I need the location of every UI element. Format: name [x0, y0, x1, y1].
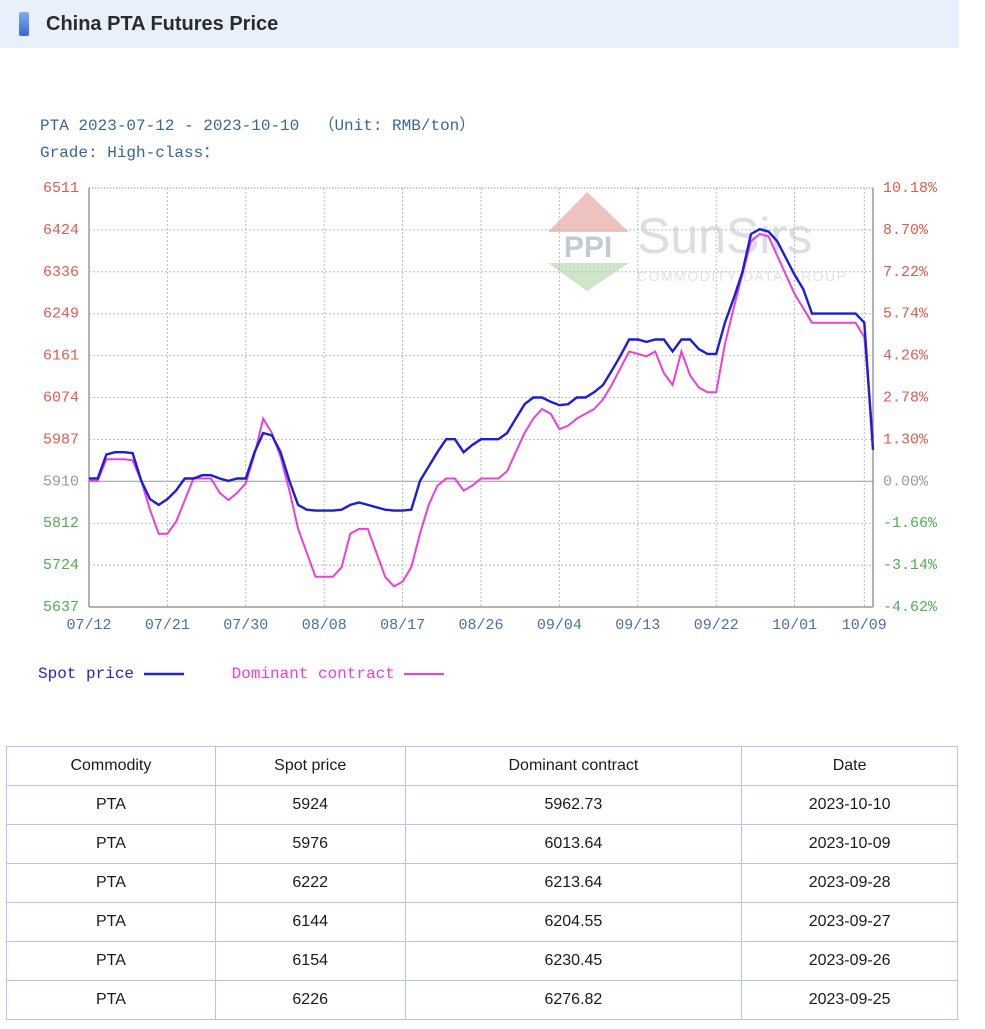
- svg-text:-3.14%: -3.14%: [883, 557, 938, 574]
- svg-text:1.30%: 1.30%: [883, 431, 929, 448]
- svg-text:5.74%: 5.74%: [883, 306, 929, 323]
- svg-text:10.18%: 10.18%: [883, 180, 938, 197]
- svg-text:6336: 6336: [43, 264, 79, 281]
- svg-text:5637: 5637: [43, 599, 79, 616]
- svg-text:07/21: 07/21: [145, 617, 190, 634]
- svg-text:6249: 6249: [43, 306, 79, 323]
- svg-text:09/13: 09/13: [615, 617, 660, 634]
- svg-text:09/04: 09/04: [537, 617, 582, 634]
- svg-text:10/01: 10/01: [772, 617, 817, 634]
- svg-text:08/08: 08/08: [302, 617, 347, 634]
- svg-text:-1.66%: -1.66%: [883, 515, 938, 532]
- svg-text:07/30: 07/30: [223, 617, 268, 634]
- svg-text:7.22%: 7.22%: [883, 264, 929, 281]
- svg-text:4.26%: 4.26%: [883, 348, 929, 365]
- svg-text:0.00%: 0.00%: [883, 473, 929, 490]
- svg-text:09/22: 09/22: [694, 617, 739, 634]
- svg-text:6424: 6424: [43, 222, 79, 239]
- svg-text:07/12: 07/12: [66, 617, 111, 634]
- svg-text:5910: 5910: [43, 473, 79, 490]
- svg-text:PPI: PPI: [564, 231, 612, 264]
- svg-text:-4.62%: -4.62%: [883, 599, 938, 616]
- svg-text:6511: 6511: [43, 180, 79, 197]
- svg-text:5724: 5724: [43, 557, 79, 574]
- svg-text:6074: 6074: [43, 389, 79, 406]
- svg-text:5987: 5987: [43, 431, 79, 448]
- svg-text:08/26: 08/26: [458, 617, 503, 634]
- svg-text:8.70%: 8.70%: [883, 222, 929, 239]
- svg-text:6161: 6161: [43, 348, 79, 365]
- svg-text:2.78%: 2.78%: [883, 389, 929, 406]
- svg-text:08/17: 08/17: [380, 617, 425, 634]
- svg-text:5812: 5812: [43, 515, 79, 532]
- svg-text:10/09: 10/09: [842, 617, 887, 634]
